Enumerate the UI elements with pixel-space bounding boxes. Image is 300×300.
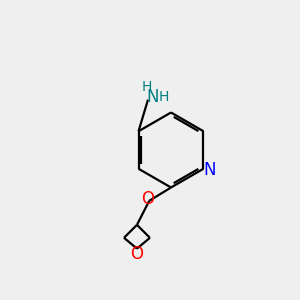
- Text: O: O: [130, 245, 143, 263]
- Text: O: O: [141, 190, 154, 208]
- Text: H: H: [158, 90, 169, 104]
- Text: N: N: [146, 88, 159, 106]
- Text: N: N: [204, 161, 216, 179]
- Text: H: H: [141, 80, 152, 94]
